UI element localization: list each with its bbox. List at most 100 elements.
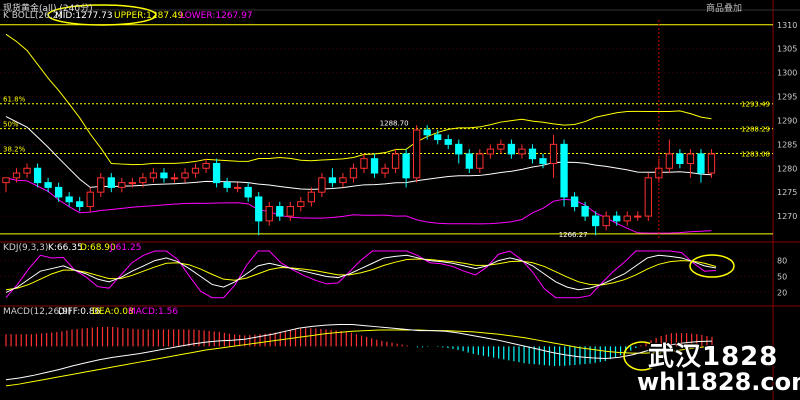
watermark-line1: 武汉1828	[648, 342, 779, 372]
macd-layer	[5, 324, 713, 387]
boll-name: K BOLL(26,2)	[3, 11, 62, 21]
candle-body	[265, 206, 273, 222]
candle-body	[202, 162, 210, 169]
kdj-j-line	[5, 250, 717, 299]
fib-label: 38.2%	[3, 146, 26, 154]
price-tick-label: 1305	[777, 45, 797, 54]
candle-body	[33, 167, 42, 184]
candle-body	[707, 153, 716, 174]
candle-body	[339, 177, 347, 184]
candle-body	[86, 191, 94, 208]
highlight-circle-boll	[47, 4, 157, 26]
candle-body	[212, 162, 221, 184]
candle-body	[539, 158, 547, 164]
price-tick-label: 1295	[777, 93, 797, 102]
candle-body	[518, 148, 526, 155]
macd-diff-line	[5, 324, 713, 381]
candle-body	[486, 148, 495, 155]
candle-body	[160, 172, 168, 179]
candle-body	[349, 167, 358, 179]
fib-label: 61.8%	[3, 96, 26, 104]
candle-body	[644, 177, 652, 217]
candle-body	[139, 177, 147, 184]
candle-body	[286, 206, 294, 217]
boll-upper: UPPER:1287.49	[114, 11, 184, 21]
candle-body	[76, 201, 84, 208]
candle-body	[560, 143, 568, 198]
candle-body	[244, 186, 252, 198]
candle-body	[581, 206, 589, 217]
macd-diff: DIFF:0.86	[58, 307, 101, 317]
candle-body	[97, 177, 105, 193]
kdj-lines	[5, 250, 717, 299]
highlight-circle-macd	[623, 341, 661, 371]
kdj-d: D:68.90	[80, 243, 116, 253]
candle-body	[444, 139, 452, 145]
highlight-circle-kdj	[689, 254, 735, 278]
fib-label: 50%	[3, 121, 19, 129]
candle-body	[623, 215, 631, 222]
kdj-k: K:66.35	[48, 243, 83, 253]
candle-body	[497, 143, 505, 150]
candle-body	[465, 153, 473, 169]
candle-body	[181, 172, 189, 179]
candle-body	[381, 167, 389, 174]
candle-body	[12, 172, 21, 179]
kdj-j: J:61.25	[110, 243, 142, 253]
candle-body	[118, 182, 126, 188]
candle-body	[370, 158, 379, 174]
candle-body	[2, 177, 10, 184]
annotation-overlays: 1288.70 1266.27	[47, 4, 735, 371]
candle-body	[423, 129, 431, 136]
candle-body	[149, 172, 158, 179]
candle-body	[686, 153, 695, 164]
candle-body	[391, 153, 400, 169]
candle-body	[676, 153, 684, 164]
kdj-tick-label: 50	[777, 273, 787, 282]
low-annotation: 1266.27	[559, 231, 588, 239]
kdj-name: KDJ(9,3,3)	[3, 243, 49, 253]
overlay-instrument-button[interactable]: 商品叠加	[706, 4, 743, 14]
candle-body	[170, 177, 179, 180]
price-tick-label: 1290	[777, 116, 797, 125]
macd-value: MACD:1.56	[128, 307, 179, 317]
macd-dea-line	[5, 329, 713, 387]
boll-mid: MID:1277.73	[55, 11, 113, 21]
candle-body	[665, 153, 674, 169]
candle-body	[44, 182, 52, 188]
price-tick-label: 1300	[777, 69, 797, 78]
price-tick-label: 1280	[777, 164, 797, 173]
kdj-k-line	[5, 254, 717, 293]
boll-lower: LOWER:1267.97	[180, 11, 253, 21]
fib-levels: 61.8% 1293.49 50% 1288.29 38.2% 1283.08	[0, 24, 773, 235]
kdj-tick-label: 20	[777, 288, 787, 297]
candle-body	[613, 215, 621, 222]
candle-body	[634, 215, 642, 218]
candle-body	[697, 153, 705, 174]
price-tag: 1293.49	[741, 101, 770, 109]
candle-body	[297, 201, 305, 208]
candle-body	[549, 143, 558, 164]
candle-body	[476, 153, 484, 169]
candle-body	[360, 158, 368, 169]
candle-body	[455, 143, 463, 155]
candle-body	[255, 196, 263, 222]
candle-body	[233, 186, 242, 189]
price-tag: 1288.29	[741, 126, 770, 134]
candle-body	[107, 177, 115, 188]
window-title: 现货黄金(all) (240分)	[3, 4, 93, 14]
candle-body	[412, 129, 421, 179]
candle-body	[570, 196, 579, 208]
candle-body	[65, 196, 73, 203]
candle-body	[328, 177, 337, 184]
candle-body	[402, 153, 410, 179]
candle-body	[23, 167, 31, 174]
candle-body	[591, 215, 600, 227]
candle-body	[528, 148, 537, 160]
candle-body	[318, 177, 326, 193]
boll-upper-line	[5, 33, 712, 166]
price-tick-label: 1275	[777, 188, 797, 197]
high-annotation: 1288.70	[380, 120, 409, 128]
price-tick-label: 1270	[777, 212, 797, 221]
